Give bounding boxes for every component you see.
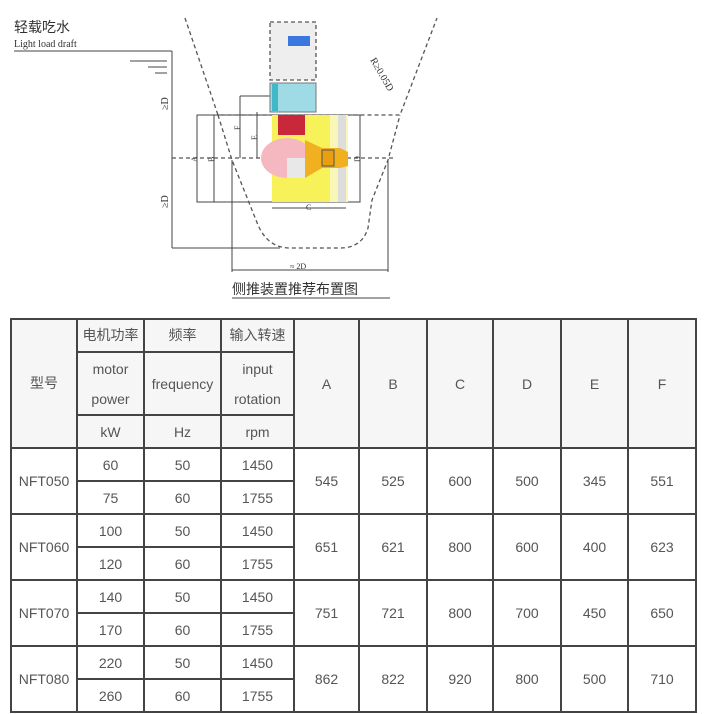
frequency-cell: 60 (143, 612, 222, 647)
dim-e-cell: 345 (560, 447, 629, 515)
speed-cell: 1755 (220, 678, 295, 713)
dim-a-cell: 545 (293, 447, 360, 515)
table-row: NFT060 100 50 1450 651 621 800 600 400 623 (10, 513, 697, 581)
dim-a-cell: 751 (293, 579, 360, 647)
dim-c-cell: 920 (426, 645, 494, 713)
frequency-cell: 50 (143, 513, 222, 548)
label-ge-d-top: ≥D (160, 97, 171, 110)
dim-a-cell: 862 (293, 645, 360, 713)
header-dim-c: C (426, 318, 494, 449)
speed-cell: 1450 (220, 447, 295, 482)
power-cell: 140 (76, 579, 145, 614)
header-power-en-1: motor (92, 360, 129, 377)
speed-cell: 1755 (220, 480, 295, 515)
header-power-en-2: power (91, 390, 130, 407)
header-speed-en: input rotation (220, 351, 295, 416)
dim-c-cell: 800 (426, 513, 494, 581)
label-a: A (190, 156, 199, 162)
draft-label-cn: 轻载吃水 (14, 20, 70, 36)
label-approx-2d: ≈ 2D (290, 262, 306, 271)
power-cell: 75 (76, 480, 145, 515)
dim-f-cell: 710 (627, 645, 697, 713)
label-b: B (207, 157, 216, 162)
power-cell: 60 (76, 447, 145, 482)
gear-red (278, 115, 305, 135)
speed-cell: 1450 (220, 513, 295, 548)
dim-d-cell: 500 (492, 447, 562, 515)
header-speed-cn: 输入转速 (220, 318, 295, 353)
dim-d-cell: 700 (492, 579, 562, 647)
label-d: D (353, 156, 362, 162)
table-row: 170 60 1755 (11, 612, 696, 647)
dim-f-cell: 551 (627, 447, 697, 515)
speed-cell: 1450 (220, 645, 295, 680)
frequency-cell: 60 (143, 678, 222, 713)
table-row: NFT080 220 50 1450 862 822 920 800 500 710 (10, 645, 697, 713)
motor-housing (269, 21, 317, 81)
dim-b-cell: 822 (358, 645, 428, 713)
spec-table: 型号 电机功率 频率 输入转速 A B C D E F motor power f… (10, 318, 697, 713)
model-cell: NFT050 (10, 447, 78, 515)
label-f: F (233, 125, 242, 130)
power-cell: 120 (76, 546, 145, 581)
table-row: 120 60 1755 (11, 546, 696, 581)
header-dim-b: B (358, 318, 428, 449)
hull-outline (184, 17, 438, 116)
frequency-cell: 50 (143, 447, 222, 482)
thruster-layout-diagram: 轻载吃水 Light load draft ≥D ≥D R≥0.05D A B … (14, 17, 438, 299)
dim-b-cell: 525 (358, 447, 428, 515)
header-freq-cn: 频率 (143, 318, 222, 353)
power-cell: 220 (76, 645, 145, 680)
header-dim-d: D (492, 318, 562, 449)
table-row: NFT050 60 50 1450 545 525 600 500 345 551 (10, 447, 697, 515)
dim-e-cell: 450 (560, 579, 629, 647)
power-cell: 170 (76, 612, 145, 647)
motor-blue (288, 36, 310, 46)
frequency-cell: 60 (143, 546, 222, 581)
header-dim-a: A (293, 318, 360, 449)
table-row: NFT070 140 50 1450 751 721 800 700 450 650 (10, 579, 697, 647)
header-dim-e: E (560, 318, 629, 449)
header-dim-f: F (627, 318, 697, 449)
label-e: E (250, 135, 259, 140)
power-cell: 100 (76, 513, 145, 548)
diagram-caption: 侧推装置推荐布置图 (232, 282, 358, 298)
header-power-unit: kW (76, 414, 145, 449)
table-row: 260 60 1755 (11, 678, 696, 713)
dim-d-cell: 600 (492, 513, 562, 581)
model-cell: NFT060 (10, 513, 78, 581)
header-model: 型号 (10, 318, 78, 449)
header-power-cn: 电机功率 (76, 318, 145, 353)
label-c: C (306, 203, 311, 212)
dim-e-cell: 500 (560, 645, 629, 713)
dim-c-cell: 800 (426, 579, 494, 647)
frequency-cell: 60 (143, 480, 222, 515)
dim-c-cell: 600 (426, 447, 494, 515)
speed-cell: 1755 (220, 612, 295, 647)
dim-a-cell: 651 (293, 513, 360, 581)
model-cell: NFT070 (10, 579, 78, 647)
power-cell: 260 (76, 678, 145, 713)
speed-cell: 1450 (220, 579, 295, 614)
header-power-en: motor power (76, 351, 145, 416)
header-speed-unit: rpm (220, 414, 295, 449)
dim-d-cell: 800 (492, 645, 562, 713)
dim-f-cell: 650 (627, 579, 697, 647)
frequency-cell: 50 (143, 579, 222, 614)
model-cell: NFT080 (10, 645, 78, 713)
label-ge-d-bottom: ≥D (160, 195, 171, 208)
speed-cell: 1755 (220, 546, 295, 581)
header-freq-unit: Hz (143, 414, 222, 449)
header-freq-en: frequency (143, 351, 222, 416)
dim-b-cell: 621 (358, 513, 428, 581)
frequency-cell: 50 (143, 645, 222, 680)
label-radius: R≥0.05D (367, 56, 395, 93)
dim-f-cell: 623 (627, 513, 697, 581)
header-speed-en-1: input (242, 360, 273, 377)
dim-e-cell: 400 (560, 513, 629, 581)
table-row: 75 60 1755 (11, 480, 696, 515)
draft-label-en: Light load draft (14, 39, 77, 50)
header-speed-en-2: rotation (234, 390, 281, 407)
dim-b-cell: 721 (358, 579, 428, 647)
